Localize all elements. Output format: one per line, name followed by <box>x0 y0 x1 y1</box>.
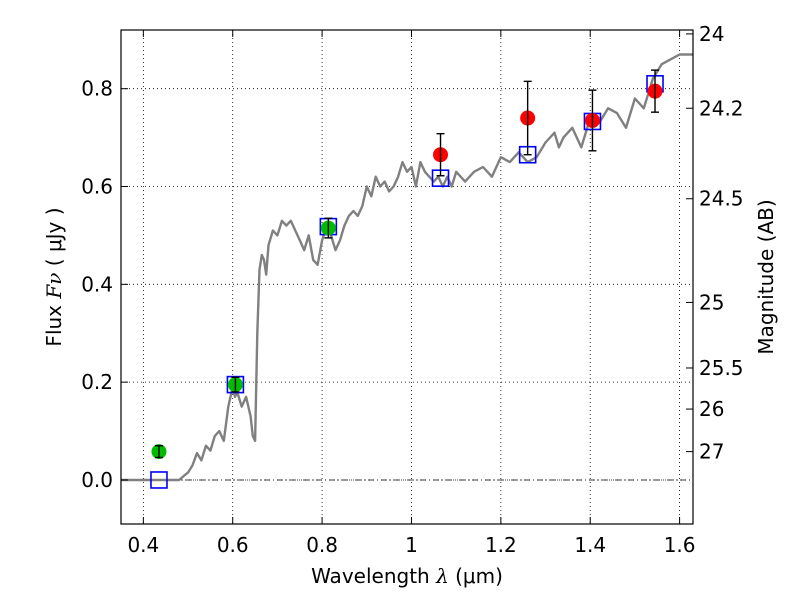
x-axis-label: Wavelength λ (μm) <box>311 564 503 588</box>
magnitude-tick-label: 25 <box>699 290 724 314</box>
x-tick-label: 0.4 <box>127 533 159 557</box>
magnitude-tick-label: 24.2 <box>699 96 744 120</box>
magnitude-tick-label: 27 <box>699 440 724 464</box>
model-photometry-square <box>150 471 168 489</box>
x-tick-label: 1.4 <box>574 533 606 557</box>
plot-background <box>121 30 693 524</box>
magnitude-tick-label: 26 <box>699 397 724 421</box>
x-tick-label: 0.8 <box>306 533 338 557</box>
y2-axis-label: Magnitude (AB) <box>754 199 778 354</box>
x-tick-label: 1.2 <box>485 533 517 557</box>
y-tick-label: 0.0 <box>81 468 113 492</box>
x-tick-label: 0.6 <box>217 533 249 557</box>
y-tick-label: 0.4 <box>81 272 113 296</box>
data-layer <box>121 53 693 489</box>
x-tick-label: 1 <box>405 533 418 557</box>
y-tick-label: 0.6 <box>81 175 113 199</box>
magnitude-tick-label: 24 <box>699 22 724 46</box>
magnitude-tick-label: 25.5 <box>699 356 744 380</box>
y-axis-label: Flux Fν ( μJy ) <box>42 207 66 346</box>
y-tick-label: 0.8 <box>81 77 113 101</box>
x-tick-label: 1.6 <box>664 533 696 557</box>
grid-lines <box>121 30 693 524</box>
model-sed-line <box>121 53 693 482</box>
y-tick-label: 0.2 <box>81 370 113 394</box>
magnitude-tick-label: 24.5 <box>699 187 744 211</box>
plot-frame <box>120 29 694 525</box>
ticks: 0.4 0.6 0.8 1 1.2 1.4 1.6 0.0 0.2 0.4 0.6 0.8 24 24.2… <box>81 22 743 557</box>
